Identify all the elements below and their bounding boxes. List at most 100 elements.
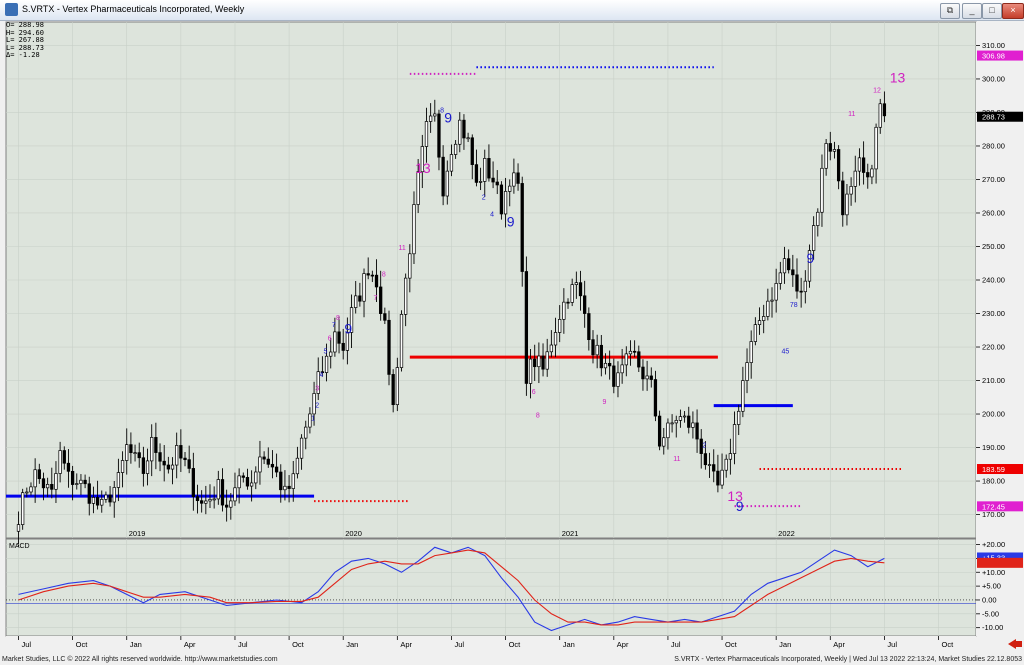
date-label: Apr [833,640,845,649]
up-candle [329,351,333,357]
price-tag-box [977,501,1023,512]
down-candle [612,365,616,387]
up-candle [766,300,770,317]
up-candle [603,362,608,369]
up-candle [433,113,437,117]
count-marker-large: 13 [890,69,906,85]
up-candle [782,258,787,274]
year-label: 2020 [345,529,362,538]
down-candle [245,477,250,487]
maximize-button[interactable]: □ [982,3,1002,19]
price-axis [976,22,1024,636]
ohlc-last: L= 288.73 [6,43,44,52]
up-candle [145,460,150,474]
up-candle [299,437,304,459]
price-tick-label: 260.00 [982,208,1005,217]
date-label: Oct [725,640,738,649]
up-candle [478,181,483,183]
down-candle [641,366,645,380]
down-candle [703,453,708,466]
year-label: 2019 [129,529,146,538]
macd-tick-label: +10.00 [982,568,1005,577]
up-candle [832,149,837,152]
down-candle [441,156,445,197]
up-candle [453,143,458,155]
up-candle [749,341,753,363]
up-candle [678,416,683,421]
up-candle [624,353,628,366]
up-candle [545,351,549,370]
count-marker: 6 [328,335,332,342]
scroll-right-arrow-tail[interactable] [1016,641,1022,647]
count-marker: 8 [536,412,540,419]
down-candle [524,271,529,384]
up-candle [125,444,129,461]
up-candle [845,193,849,216]
up-candle [212,498,216,501]
up-candle [878,103,882,128]
date-label: Jan [779,640,791,649]
restore-icon[interactable]: ⧉ [940,3,960,19]
down-candle [374,274,379,288]
price-tick-label: 250.00 [982,242,1005,251]
price-tag-box [977,464,1023,475]
date-label: Apr [184,640,196,649]
down-candle [591,339,595,356]
date-label: Oct [292,640,305,649]
up-candle [16,524,21,532]
up-candle [354,295,358,308]
count-marker: 1 [311,416,315,423]
count-marker-large: 13 [415,160,431,176]
macd-pane[interactable] [5,538,977,637]
up-candle [820,167,824,213]
ohlc-open: O= 288.98 [6,21,44,29]
down-candle [274,466,279,473]
down-candle [187,459,191,469]
up-candle [116,472,121,488]
window-title: S.VRTX - Vertex Pharmaceuticals Incorpor… [22,4,245,14]
date-label: Jul [887,640,897,649]
down-candle [95,497,100,506]
down-candle [162,460,166,466]
down-candle [599,344,603,369]
count-marker: 11 [398,245,405,252]
down-candle [154,437,158,453]
year-label: 2021 [562,529,579,538]
down-candle [66,462,71,472]
down-candle [836,149,841,182]
up-candle [466,137,470,140]
up-candle [428,115,433,122]
up-candle [308,413,312,428]
title-bar[interactable]: S.VRTX - Vertex Pharmaceuticals Incorpor… [0,0,1024,21]
down-candle [50,483,54,490]
price-tick-label: 220.00 [982,343,1005,352]
count-marker: 8 [336,315,340,322]
down-candle [470,137,474,165]
up-candle [512,172,516,187]
up-candle [732,424,737,454]
down-candle [62,450,66,464]
date-label: Jul [238,640,248,649]
price-tag-label: 183.59 [982,465,1005,474]
price-tag-label: 288.73 [982,113,1005,122]
date-label: Apr [617,640,629,649]
up-candle [362,273,366,302]
scroll-right-arrow-icon[interactable] [1008,639,1016,649]
down-candle [83,479,87,485]
up-candle [803,280,807,293]
down-candle [220,479,225,506]
app-icon [5,3,18,16]
down-candle [70,470,75,485]
date-label: Jan [130,640,142,649]
date-label: Oct [942,640,955,649]
down-candle [225,504,229,508]
price-axis-labels: 170.00 180.00 190.00 200.00 210.00 220.00 230.… [976,41,1023,519]
down-candle [179,445,183,459]
down-candle [387,319,391,375]
level-lines [6,66,902,508]
close-button[interactable]: × [1002,3,1024,19]
minimize-button[interactable]: _ [962,3,982,19]
